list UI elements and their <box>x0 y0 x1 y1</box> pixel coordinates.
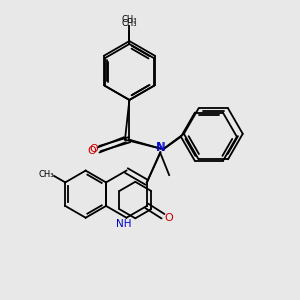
Text: NH: NH <box>116 219 132 229</box>
Text: O: O <box>88 146 96 156</box>
Text: CH₃: CH₃ <box>122 15 137 24</box>
Text: O: O <box>164 213 173 223</box>
Text: CH₃: CH₃ <box>122 19 137 28</box>
Text: N: N <box>156 141 165 154</box>
Text: N: N <box>157 141 165 154</box>
Text: CH₃: CH₃ <box>38 170 53 179</box>
Text: O: O <box>89 143 98 154</box>
